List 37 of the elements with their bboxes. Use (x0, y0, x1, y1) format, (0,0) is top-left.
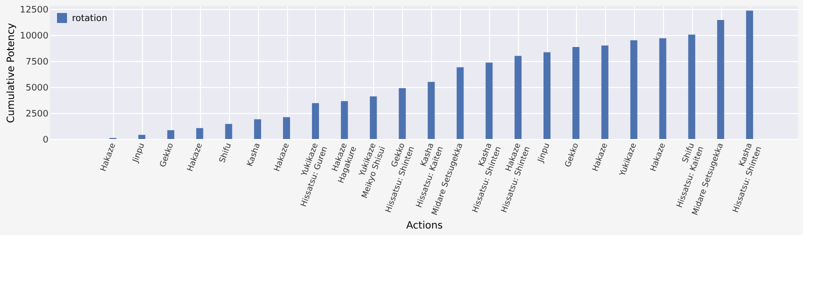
bar (456, 67, 464, 139)
x-tick-label: Gekko (158, 142, 176, 168)
bar (688, 34, 696, 139)
bar (572, 47, 580, 139)
bar (167, 130, 174, 139)
x-tick-label: Kasha (245, 142, 262, 168)
legend-label: rotation (72, 14, 108, 24)
y-tick-label: 0 (42, 136, 49, 146)
bar (746, 10, 754, 139)
x-tick-label: Gekko (563, 142, 580, 168)
bar (370, 96, 377, 139)
bar (254, 119, 262, 139)
y-axis-title: Cumulative Potency (6, 22, 17, 123)
y-tick-label: 5000 (26, 84, 49, 94)
x-tick-label: Shifu (218, 142, 233, 164)
bar (398, 88, 406, 139)
bar (601, 45, 608, 139)
x-tick-label: Jinpu (130, 142, 146, 164)
bar (630, 40, 638, 139)
bar (283, 117, 290, 139)
bar (196, 128, 204, 139)
x-axis-title: Actions (406, 220, 443, 232)
x-tick-label: Jinpu (536, 142, 552, 164)
y-tick-label: 2500 (26, 110, 49, 120)
bar (340, 101, 348, 139)
bar (659, 38, 666, 139)
bar (544, 52, 550, 139)
y-tick-label: 10000 (20, 32, 49, 42)
bar (138, 134, 146, 139)
bar (428, 82, 435, 139)
y-tick-label: 12500 (20, 6, 49, 16)
bar (717, 20, 724, 139)
bar (486, 62, 493, 139)
y-tick-label: 7500 (26, 58, 49, 68)
bar (514, 56, 522, 139)
bar (225, 124, 232, 139)
bar (312, 103, 319, 139)
